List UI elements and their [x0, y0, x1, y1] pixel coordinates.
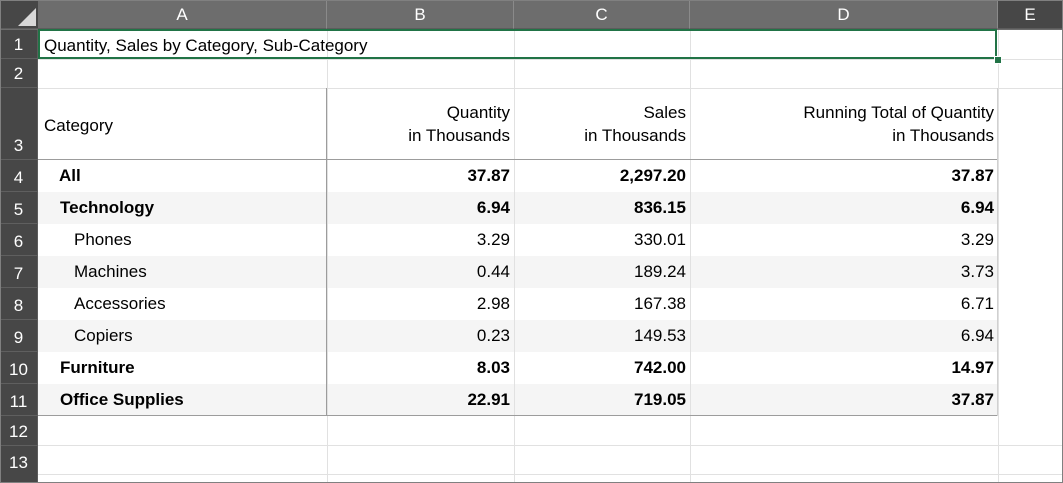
cell-selection	[38, 29, 997, 59]
running-total-cell[interactable]: 37.87	[951, 166, 994, 185]
gridline	[38, 88, 1063, 89]
row-header-1[interactable]: 1	[0, 30, 38, 59]
category-cell[interactable]: Machines	[74, 262, 147, 281]
header-category[interactable]: Category	[44, 116, 113, 135]
column-header-c[interactable]: C	[514, 0, 690, 29]
sales-cell[interactable]: 719.05	[634, 390, 686, 409]
table-header-border	[38, 159, 998, 160]
row-header-8[interactable]: 8	[0, 288, 38, 320]
running-total-cell[interactable]: 3.29	[960, 230, 994, 249]
fill-handle[interactable]	[994, 56, 1002, 64]
sales-cell[interactable]: 189.24	[634, 262, 686, 281]
gridline	[690, 30, 691, 483]
column-header-e[interactable]: E	[998, 0, 1063, 29]
select-all-corner[interactable]	[0, 0, 39, 29]
column-header-b[interactable]: B	[327, 0, 514, 29]
quantity-cell[interactable]: 8.03	[476, 358, 510, 377]
row-header-6[interactable]: 6	[0, 224, 38, 256]
row-header-3[interactable]: 3	[0, 88, 38, 160]
row-header-12[interactable]: 12	[0, 416, 38, 446]
sales-cell[interactable]: 2,297.20	[619, 166, 686, 185]
sales-cell[interactable]: 742.00	[634, 358, 686, 377]
category-cell[interactable]: Copiers	[74, 326, 133, 345]
header-quantity[interactable]: Quantity in Thousands	[408, 103, 510, 145]
gridline	[38, 445, 1063, 446]
row-header-9[interactable]: 9	[0, 320, 38, 352]
quantity-cell[interactable]: 37.87	[467, 166, 510, 185]
gridline	[327, 30, 328, 483]
row-header-4[interactable]: 4	[0, 160, 38, 192]
table-category-divider	[326, 88, 327, 416]
column-header-a[interactable]: A	[38, 0, 327, 29]
running-total-cell[interactable]: 6.94	[960, 326, 994, 345]
gridline	[998, 30, 999, 483]
row-header-7[interactable]: 7	[0, 256, 38, 288]
sales-cell[interactable]: 167.38	[634, 294, 686, 313]
running-total-cell[interactable]: 37.87	[951, 390, 994, 409]
quantity-cell[interactable]: 0.23	[476, 326, 510, 345]
band-row-11	[38, 384, 998, 416]
row-header-13[interactable]: 13	[0, 446, 38, 483]
band-row-7	[38, 256, 998, 288]
gridline	[514, 30, 515, 483]
sales-cell[interactable]: 330.01	[634, 230, 686, 249]
quantity-cell[interactable]: 2.98	[476, 294, 510, 313]
category-cell[interactable]: Office Supplies	[60, 390, 184, 409]
running-total-cell[interactable]: 14.97	[951, 358, 994, 377]
category-cell[interactable]: Furniture	[60, 358, 135, 377]
header-sales[interactable]: Sales in Thousands	[584, 103, 686, 145]
table-bottom-border	[38, 415, 998, 416]
report-title[interactable]: Quantity, Sales by Category, Sub-Categor…	[44, 36, 368, 55]
row-header-2[interactable]: 2	[0, 59, 38, 88]
quantity-cell[interactable]: 3.29	[476, 230, 510, 249]
column-header-d[interactable]: D	[690, 0, 998, 29]
sales-cell[interactable]: 836.15	[634, 198, 686, 217]
running-total-cell[interactable]: 3.73	[960, 262, 994, 281]
select-all-triangle-icon	[18, 8, 36, 26]
running-total-cell[interactable]: 6.71	[960, 294, 994, 313]
quantity-cell[interactable]: 0.44	[476, 262, 510, 281]
row-header-11[interactable]: 11	[0, 384, 38, 416]
header-running-total[interactable]: Running Total of Quantity in Thousands	[803, 103, 994, 145]
running-total-cell[interactable]: 6.94	[960, 198, 994, 217]
row-header-10[interactable]: 10	[0, 352, 38, 384]
gridline	[38, 474, 1063, 475]
table-right-border	[997, 88, 998, 416]
category-cell[interactable]: Accessories	[74, 294, 166, 313]
category-cell[interactable]: Phones	[74, 230, 132, 249]
category-cell[interactable]: All	[59, 166, 81, 185]
category-cell[interactable]: Technology	[60, 198, 155, 217]
row-header-5[interactable]: 5	[0, 192, 38, 224]
band-row-5	[38, 192, 998, 224]
quantity-cell[interactable]: 22.91	[467, 390, 510, 409]
band-row-9	[38, 320, 998, 352]
gridline	[38, 59, 1063, 60]
sales-cell[interactable]: 149.53	[634, 326, 686, 345]
quantity-cell[interactable]: 6.94	[476, 198, 510, 217]
